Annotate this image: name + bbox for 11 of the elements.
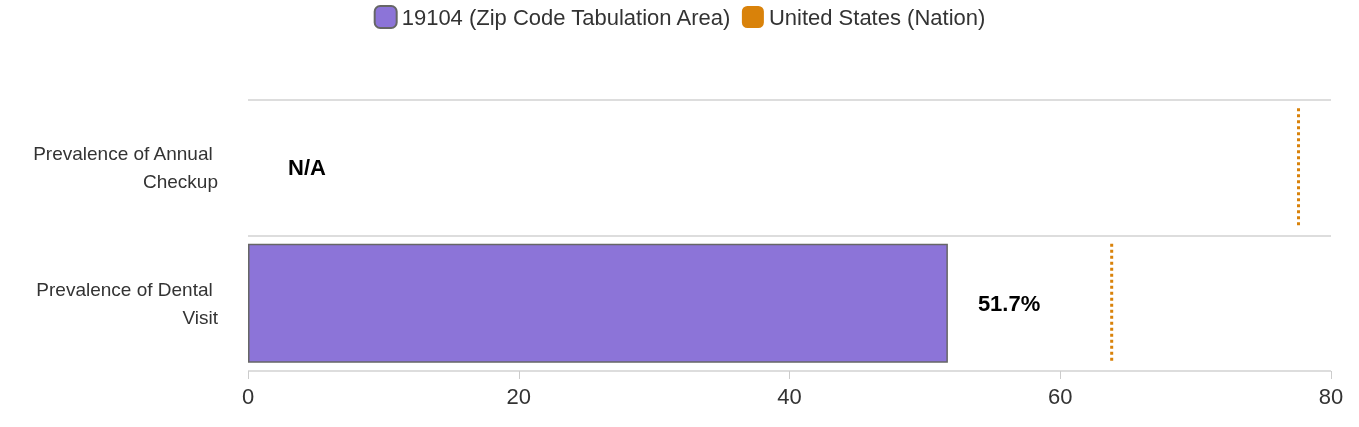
x-tick-label: 80 bbox=[1318, 383, 1344, 409]
text: N/A bbox=[288, 155, 326, 181]
x-tick-label: 40 bbox=[777, 383, 802, 409]
legend-label: United States (Nation) bbox=[768, 4, 986, 30]
x-tick-label: 60 bbox=[1048, 383, 1073, 409]
legend-label: 19104 (Zip Code Tabulation Area) bbox=[401, 4, 731, 30]
x-tick-label: 0 bbox=[241, 383, 255, 409]
y-tick-label: Prevalence of Annual Checkup bbox=[33, 143, 218, 193]
data-label: 51.7% bbox=[977, 290, 1041, 316]
y-tick-label: Prevalence of Dental Visit bbox=[36, 278, 219, 328]
x-tick-label: 20 bbox=[506, 383, 531, 409]
